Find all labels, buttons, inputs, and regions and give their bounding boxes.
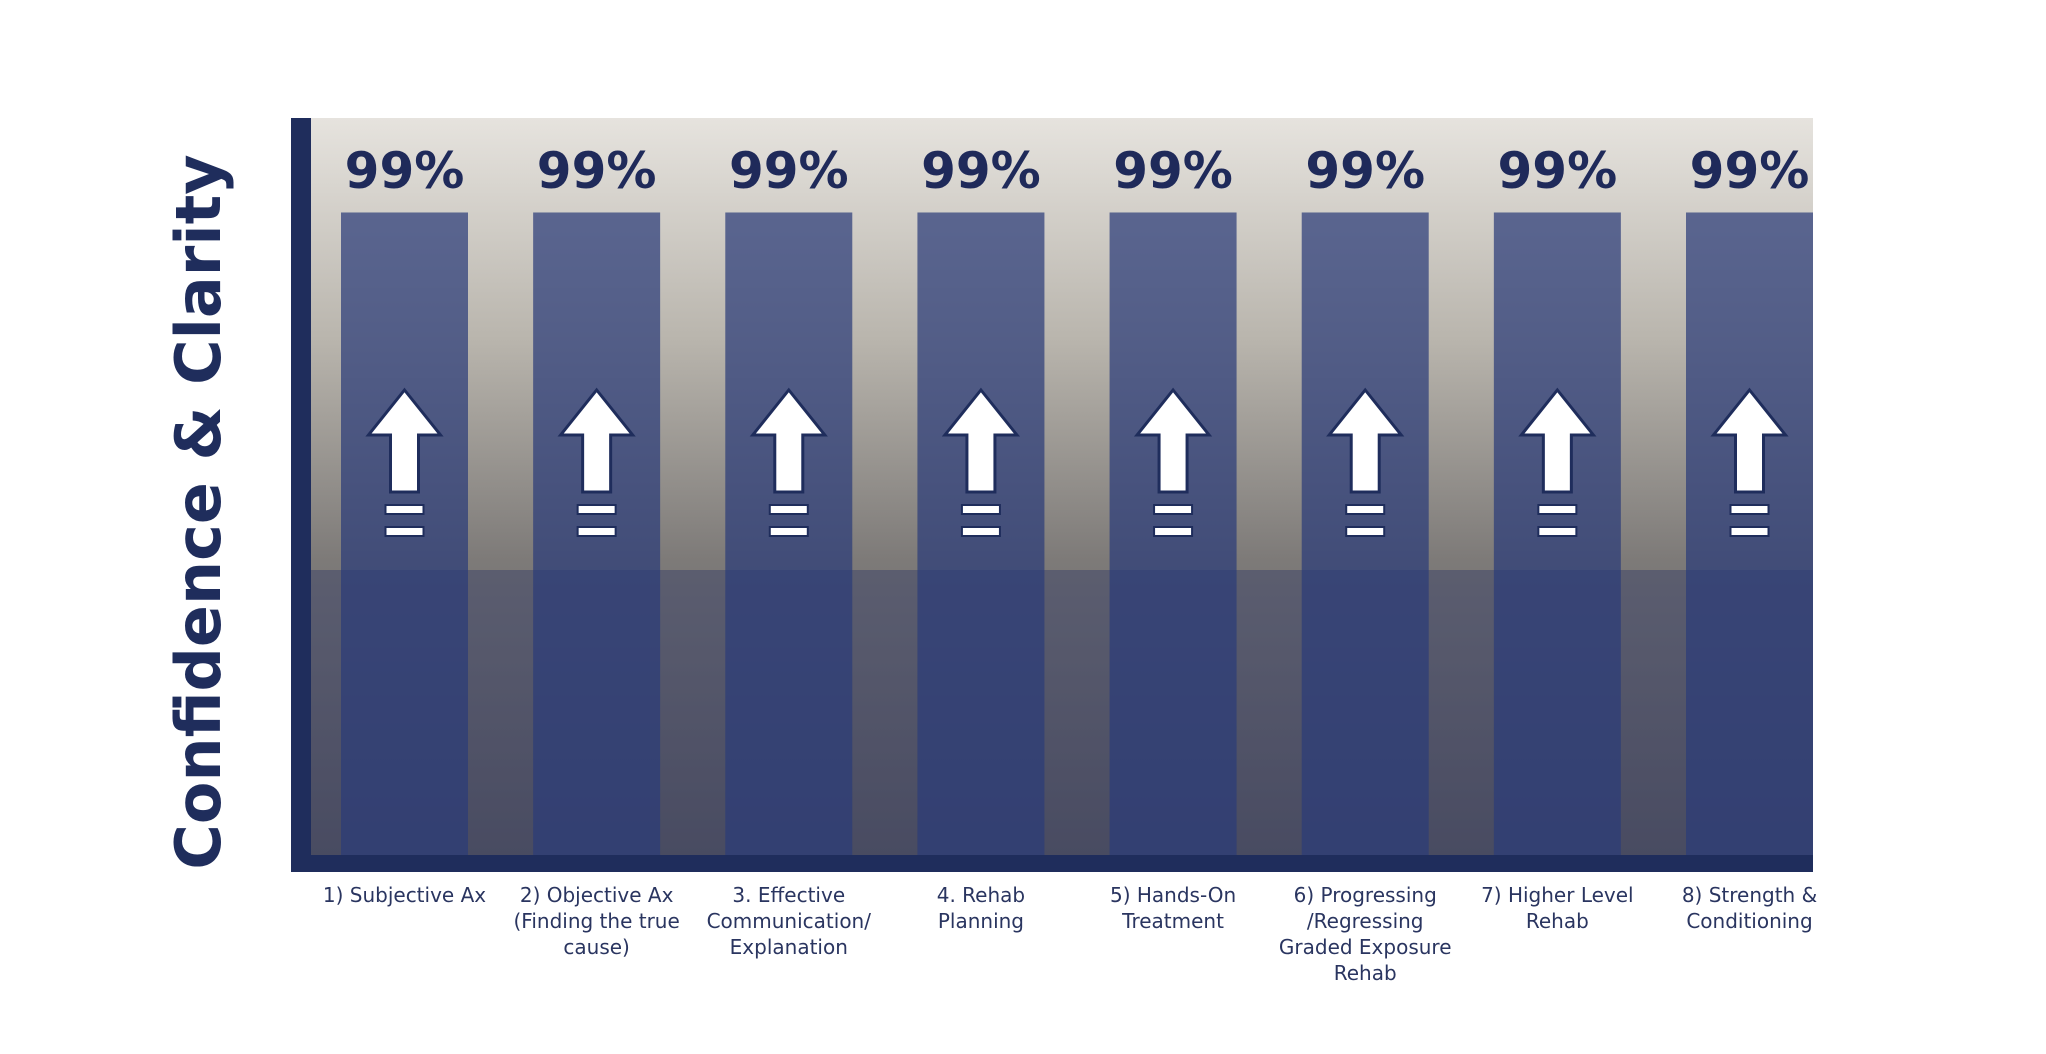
value-label: 99% (921, 142, 1041, 200)
arrow-icon (1518, 387, 1597, 494)
arrow-icon (1133, 387, 1213, 494)
arrow-icon (557, 387, 636, 494)
x-tick-label: 4. Rehab Planning (936, 883, 1026, 933)
arrow-dash (1345, 504, 1386, 515)
arrow-dash (1153, 504, 1194, 515)
arrow-dash (1729, 504, 1770, 515)
x-axis-line (291, 855, 1813, 872)
x-tick-label: 7) Higher Level Rehab (1481, 883, 1634, 933)
arrow-dash (384, 504, 425, 515)
x-tick-label: 2) Objective Ax (Finding the true cause) (513, 883, 680, 959)
value-label: 99% (345, 142, 465, 200)
value-label: 99% (1113, 142, 1233, 200)
arrow-dash (768, 504, 809, 515)
x-tick-label: 3. Effective Communication/ Explanation (706, 883, 871, 959)
value-label: 99% (1305, 142, 1425, 200)
value-label: 99% (729, 142, 849, 200)
arrow-icon (941, 387, 1021, 494)
arrow-dash (960, 526, 1001, 537)
arrow-dash (1345, 526, 1386, 537)
value-label: 99% (1498, 142, 1618, 200)
arrow-dash (960, 504, 1001, 515)
y-axis-label: Confidence & Clarity (162, 154, 235, 869)
arrow-dash (1729, 526, 1770, 537)
arrow-dash (1537, 504, 1578, 515)
arrow-dash (576, 526, 617, 537)
arrow-dash (576, 504, 617, 515)
x-tick-label: 8) Strength & Conditioning (1681, 883, 1818, 933)
arrow-icon (749, 387, 828, 494)
arrow-icon (1710, 387, 1789, 494)
x-tick-label: 5) Hands-On Treatment (1109, 883, 1237, 933)
arrow-dash (768, 526, 809, 537)
arrow-dash (1153, 526, 1194, 537)
x-tick-label: 6) Progressing /Regressing Graded Exposu… (1278, 883, 1452, 985)
arrow-dash (384, 526, 425, 537)
value-label: 99% (537, 142, 657, 200)
arrow-icon (365, 387, 444, 494)
arrow-dash (1537, 526, 1578, 537)
y-axis-line (291, 118, 311, 872)
x-tick-label: 1) Subjective Ax (322, 883, 487, 907)
arrow-icon (1326, 387, 1405, 494)
value-label: 99% (1690, 142, 1810, 200)
